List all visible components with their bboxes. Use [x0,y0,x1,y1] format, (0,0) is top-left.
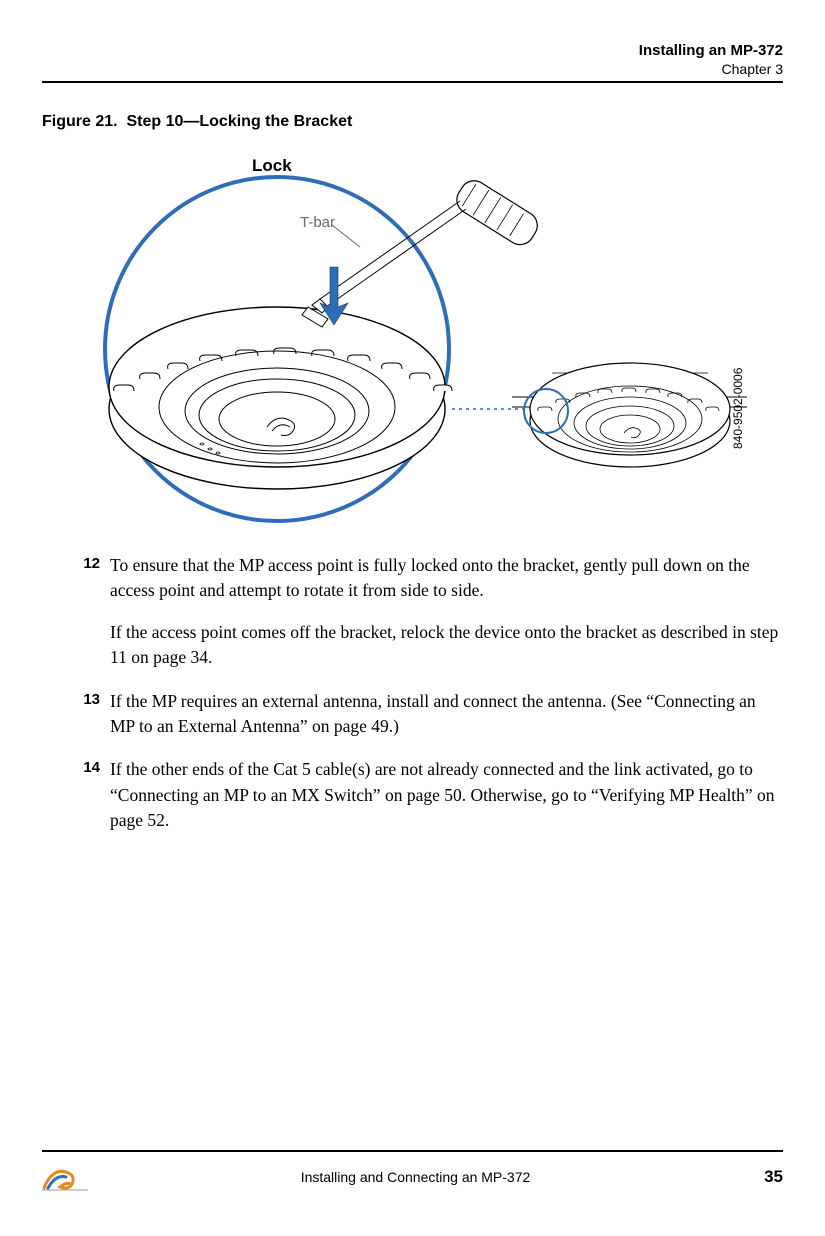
step-number: 12 [78,553,110,575]
step-body: If the other ends of the Cat 5 cable(s) … [110,757,783,833]
step-paragraph: If the other ends of the Cat 5 cable(s) … [110,757,783,833]
lock-label: Lock [252,156,292,175]
header-chapter: Chapter 3 [42,61,783,77]
device-top-rim [109,307,445,467]
step-body: If the MP requires an external antenna, … [110,689,783,740]
step-12: 12 To ensure that the MP access point is… [42,553,783,671]
tbar-label: T-bar [300,214,335,231]
step-paragraph: To ensure that the MP access point is fu… [110,553,783,604]
page-footer: Installing and Connecting an MP-372 35 [42,1150,783,1192]
page-header: Installing an MP-372 Chapter 3 [42,42,783,83]
figure-container: Lock [102,149,762,529]
step-paragraph: If the access point comes off the bracke… [110,620,783,671]
step-number: 14 [78,757,110,779]
header-rule [42,81,783,83]
step-13: 13 If the MP requires an external antenn… [42,689,783,740]
footer-logo [42,1162,88,1192]
device-small [512,363,747,467]
figure-caption: Figure 21. Step 10—Locking the Bracket [42,113,783,131]
step-paragraph: If the MP requires an external antenna, … [110,689,783,740]
footer-rule [42,1150,783,1152]
header-title: Installing an MP-372 [42,42,783,59]
step-body: To ensure that the MP access point is fu… [110,553,783,671]
step-number: 13 [78,689,110,711]
logo-icon [42,1162,88,1192]
footer-text: Installing and Connecting an MP-372 [88,1169,743,1185]
figure-number: Figure 21. [42,113,118,130]
figure-part-number: 840-9502-0006 [731,367,745,449]
figure-illustration: Lock [102,149,762,529]
footer-page-number: 35 [743,1167,783,1187]
figure-title: Step 10—Locking the Bracket [126,113,352,130]
tbar-leader [332,225,360,247]
step-14: 14 If the other ends of the Cat 5 cable(… [42,757,783,833]
body-text: 12 To ensure that the MP access point is… [42,553,783,833]
